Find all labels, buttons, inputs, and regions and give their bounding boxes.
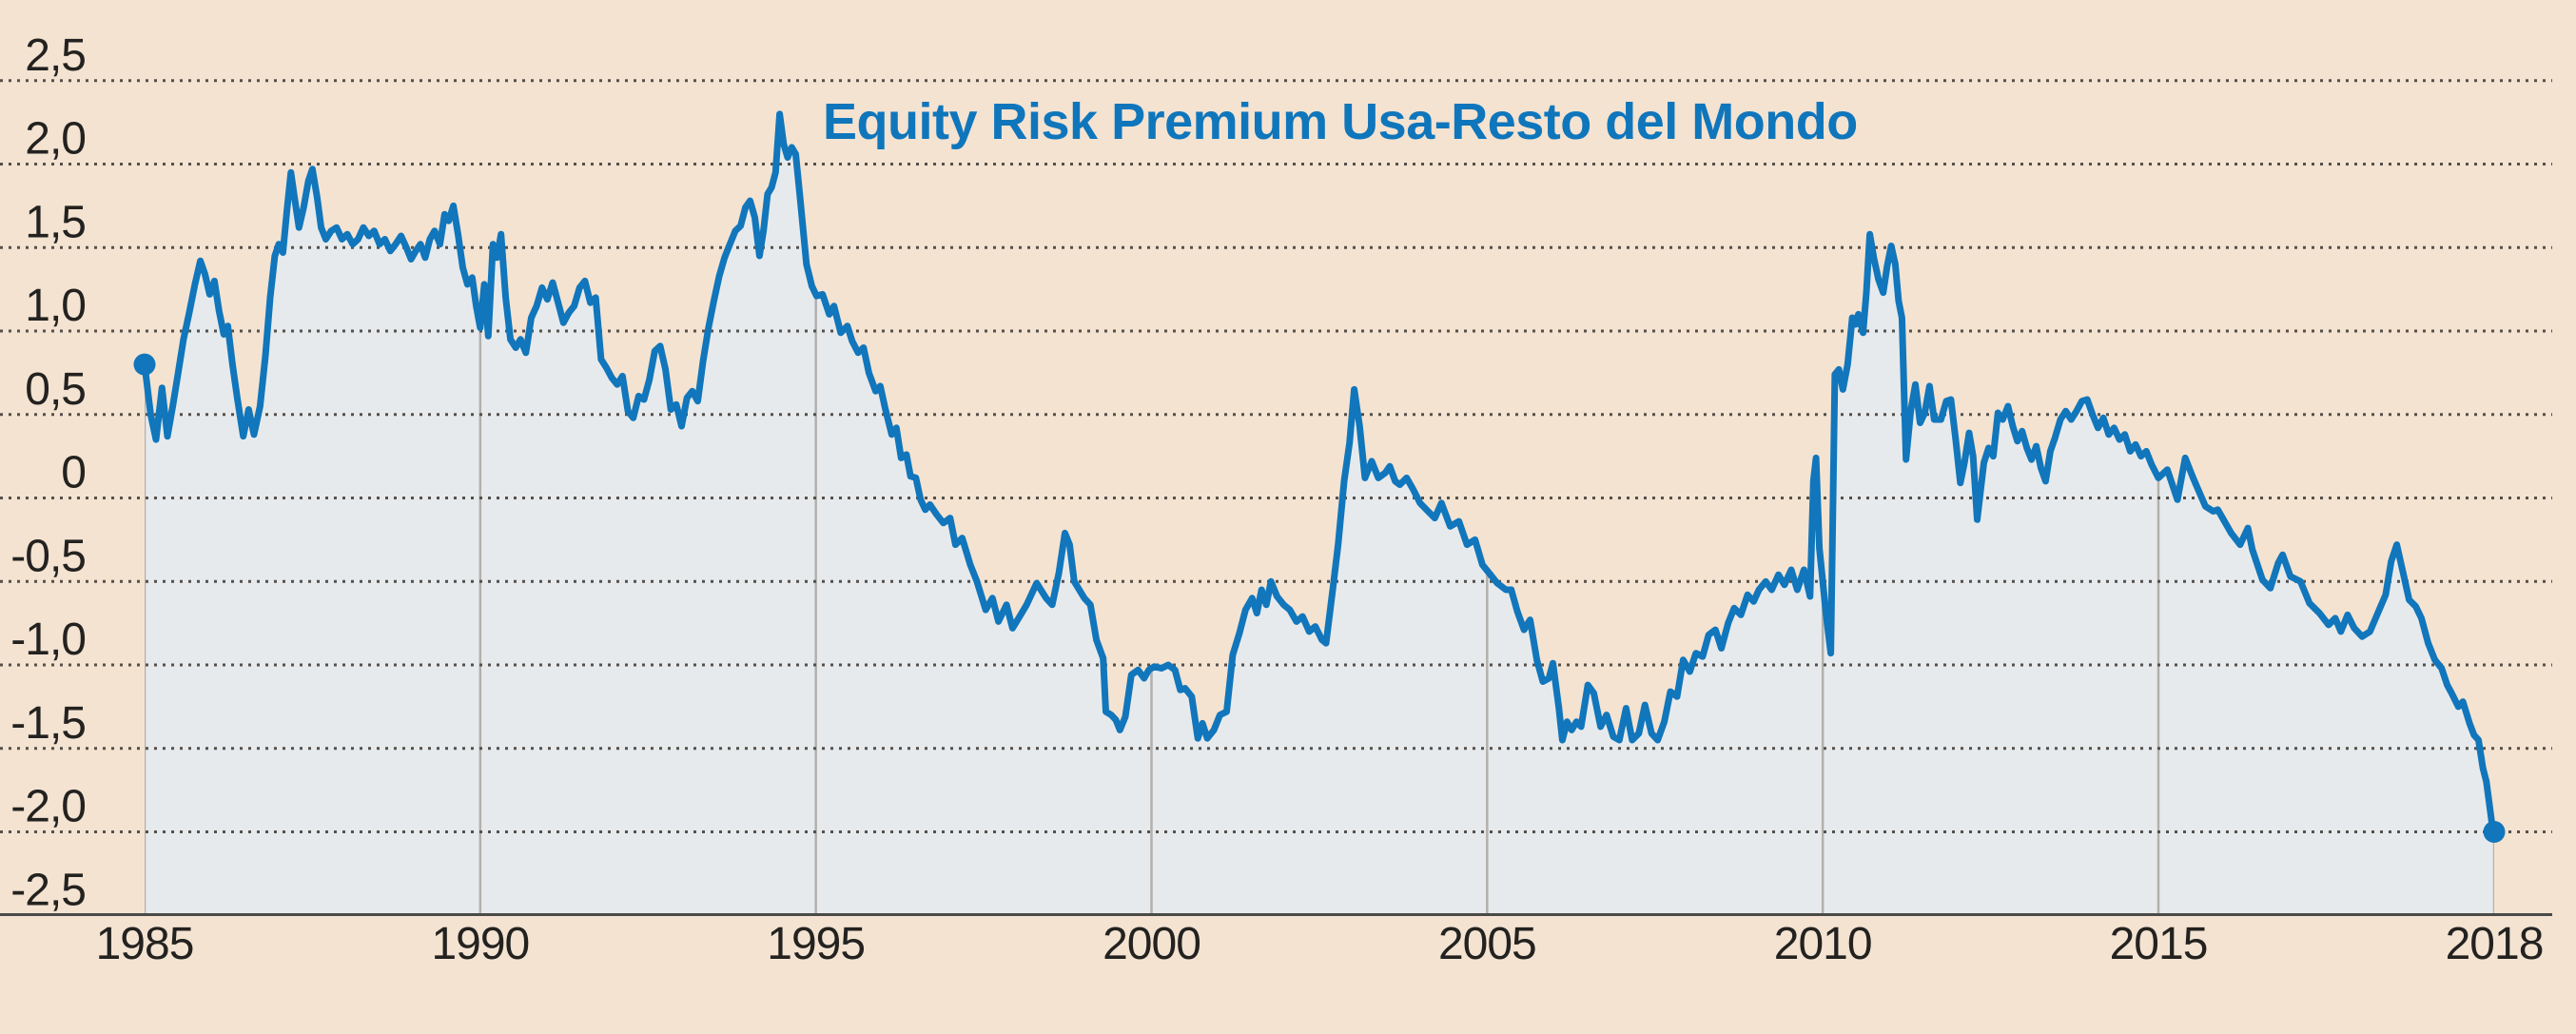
y-tick-label-1,5: 1,5 — [25, 197, 86, 247]
y-axis-labels: 2,5 2,0 1,5 1,0 0,5 0 -0,5 -1,0 -1,5 -2,0 -2,5 — [10, 30, 87, 916]
x-tick-label-2000: 2000 — [1103, 919, 1200, 969]
y-tick-label-0: 0 — [61, 448, 86, 498]
series-line — [141, 110, 2498, 835]
y-tick-label-2,0: 2,0 — [25, 114, 86, 165]
y-tick-label--0,5: -0,5 — [10, 531, 86, 581]
y-tick-label-1,0: 1,0 — [25, 281, 86, 331]
area-fill — [145, 113, 2494, 915]
x-tick-label-1985: 1985 — [96, 919, 194, 969]
y-tick-label--1,5: -1,5 — [10, 698, 86, 749]
x-tick-label-2018: 2018 — [2446, 919, 2544, 969]
x-tick-label-2015: 2015 — [2110, 919, 2208, 969]
horizontal-gridlines — [0, 79, 2552, 833]
y-tick-label--2,5: -2,5 — [10, 865, 86, 915]
x-tick-label-2005: 2005 — [1438, 919, 1536, 969]
chart-title: Equity Risk Premium Usa-Resto del Mondo — [823, 93, 1858, 150]
y-tick-label--1,0: -1,0 — [10, 615, 86, 665]
y-tick-label-2,5: 2,5 — [25, 30, 86, 81]
x-axis-labels: 1985 1990 1995 2000 2005 2010 2015 2018 — [96, 919, 2545, 969]
y-tick-label--2,0: -2,0 — [10, 782, 86, 832]
x-tick-label-2010: 2010 — [1774, 919, 1872, 969]
series-start-dot — [133, 353, 156, 376]
x-tick-label-1990: 1990 — [431, 919, 529, 969]
x-tick-label-1995: 1995 — [767, 919, 865, 969]
series-end-dot — [2483, 821, 2506, 843]
y-tick-label-0,5: 0,5 — [25, 364, 86, 415]
